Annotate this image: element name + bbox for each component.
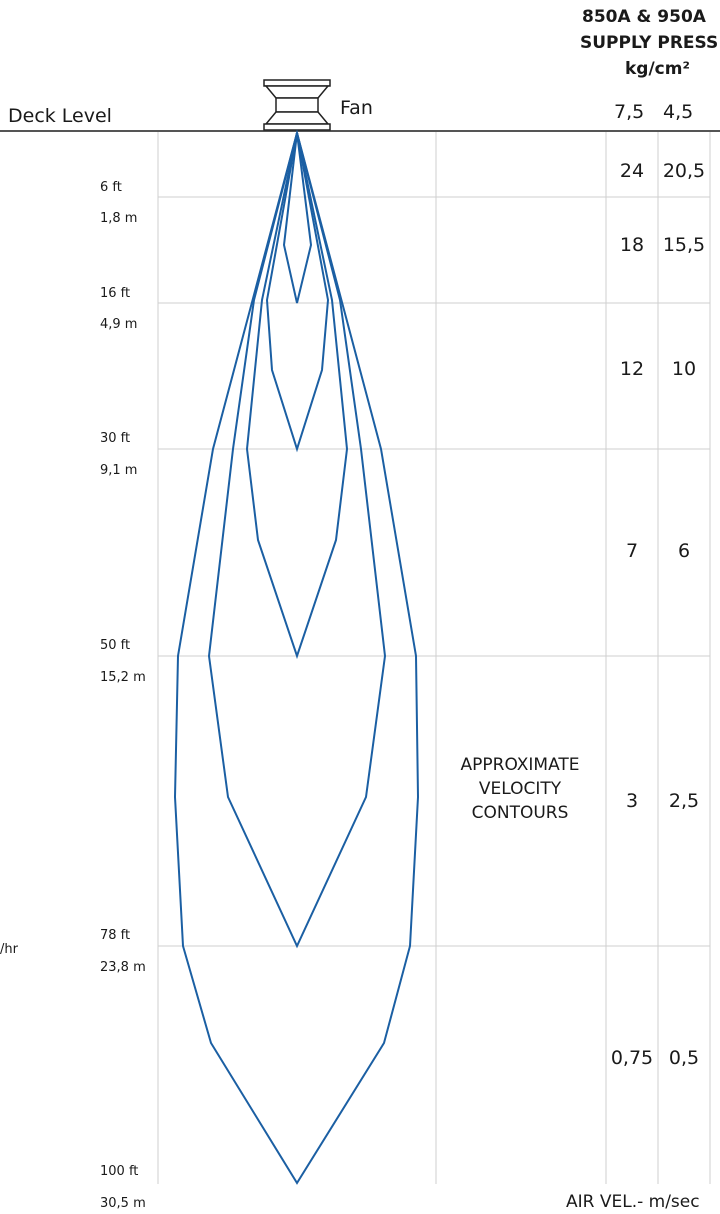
model-label: 850A & 950A — [582, 7, 707, 27]
velocity-high: 24 — [620, 160, 644, 182]
side-fragment-label: /hr — [0, 942, 19, 957]
depth-m-label: 23,8 m — [100, 960, 146, 975]
depth-ft-label: 6 ft — [100, 180, 122, 195]
deck-level-label: Deck Level — [8, 105, 112, 127]
supply-pressure-label: SUPPLY PRESS — [580, 33, 718, 53]
depth-ft-label: 50 ft — [100, 638, 130, 653]
velocity-low: 20,5 — [663, 160, 705, 182]
contour-24 — [282, 132, 313, 304]
pressure-unit-label: kg/cm² — [625, 59, 690, 79]
velocity-low: 10 — [672, 358, 696, 380]
velocity-values: 24 20,5 18 15,5 12 10 7 6 3 2,5 0,75 0,5 — [611, 160, 705, 1069]
contour-12 — [245, 132, 349, 660]
grid — [157, 132, 711, 1184]
depth-m-label: 15,2 m — [100, 670, 146, 685]
fan-label: Fan — [340, 97, 373, 119]
depth-m-label: 1,8 m — [100, 211, 137, 226]
depth-m-label: 4,9 m — [100, 317, 137, 332]
depth-ft-label: 16 ft — [100, 286, 130, 301]
depth-m-label: 30,5 m — [100, 1196, 146, 1211]
depth-ft-label: 30 ft — [100, 431, 130, 446]
contour-note: APPROXIMATE VELOCITY CONTOURS — [461, 755, 580, 823]
contour-7 — [207, 132, 387, 949]
contour-note-line: APPROXIMATE — [461, 755, 580, 775]
fan-icon — [263, 79, 331, 131]
depth-ft-label: 78 ft — [100, 928, 130, 943]
velocity-low: 0,5 — [669, 1047, 699, 1069]
pressure-value-high: 7,5 — [614, 101, 644, 123]
depth-labels: 6 ft 1,8 m 16 ft 4,9 m 30 ft 9,1 m 50 ft… — [100, 180, 146, 1211]
velocity-contours — [173, 129, 420, 1185]
velocity-high: 18 — [620, 234, 644, 256]
velocity-high: 12 — [620, 358, 644, 380]
contour-note-line: CONTOURS — [472, 803, 569, 823]
velocity-high: 7 — [626, 540, 638, 562]
pressure-value-low: 4,5 — [663, 101, 693, 123]
contour-0-75 — [173, 129, 420, 1185]
velocity-high: 3 — [626, 790, 638, 812]
velocity-low: 2,5 — [669, 790, 699, 812]
velocity-low: 15,5 — [663, 234, 705, 256]
contour-18 — [265, 132, 330, 453]
depth-ft-label: 100 ft — [100, 1164, 138, 1179]
contour-note-line: VELOCITY — [479, 779, 562, 799]
air-velocity-axis-label: AIR VEL.- m/sec — [566, 1192, 700, 1212]
velocity-high: 0,75 — [611, 1047, 653, 1069]
depth-m-label: 9,1 m — [100, 463, 137, 478]
velocity-low: 6 — [678, 540, 690, 562]
